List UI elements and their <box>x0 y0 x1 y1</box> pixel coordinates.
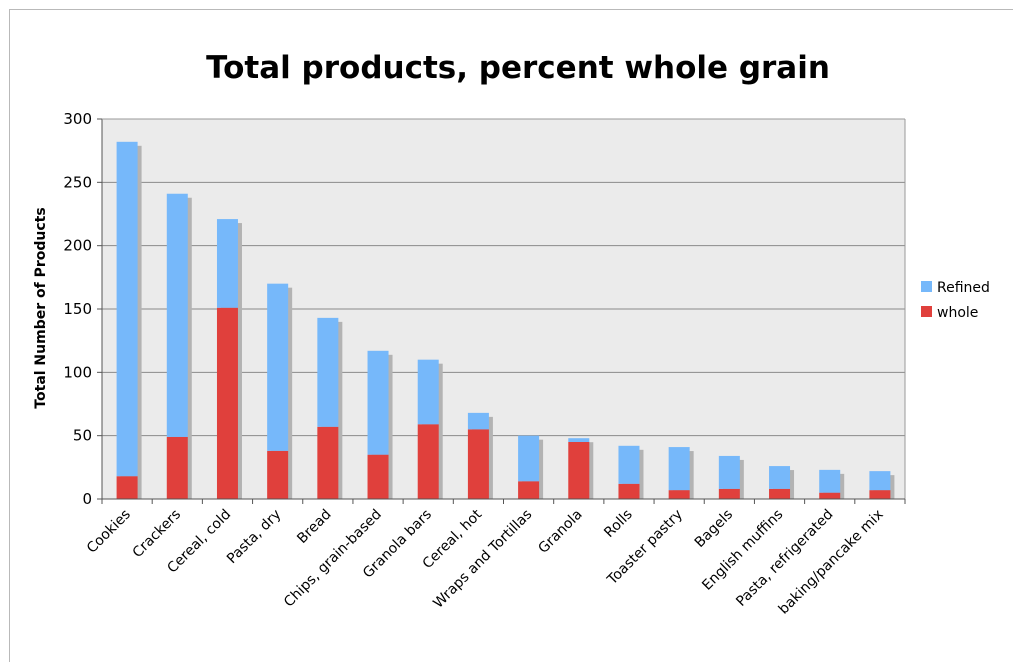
bar-refined <box>467 412 489 430</box>
bar-refined <box>769 466 791 489</box>
bar-whole <box>718 488 740 499</box>
x-tick-label: Chips, grain-based <box>281 507 385 611</box>
bar-whole <box>869 490 891 499</box>
chart-frame <box>9 9 1013 662</box>
legend-label-refined: Refined <box>937 280 990 296</box>
x-tick-label: Rolls <box>601 507 635 541</box>
y-tick-label: 250 <box>63 173 92 191</box>
bar-whole <box>467 429 489 499</box>
y-tick-label: 150 <box>63 300 92 318</box>
y-tick-label: 100 <box>63 363 92 381</box>
bar-whole <box>819 492 841 499</box>
chart-title: Total products, percent whole grain <box>206 50 830 86</box>
x-tick-label: Pasta, refrigerated <box>733 507 836 610</box>
bar-whole <box>769 488 791 499</box>
bar-refined <box>166 193 188 437</box>
bar-whole <box>317 426 339 499</box>
bar-whole <box>618 483 640 499</box>
bar-refined <box>417 359 439 425</box>
bar-refined <box>317 317 339 427</box>
y-tick-labels: 0 50 100 150 200 250 300 <box>63 110 92 508</box>
y-tick-label: 200 <box>63 237 92 255</box>
bar-refined <box>869 471 891 491</box>
x-tick-label: Pasta, dry <box>224 507 285 568</box>
bar-refined <box>267 283 289 451</box>
bar-whole <box>216 307 238 499</box>
legend-swatch-refined <box>921 281 932 292</box>
bar-whole <box>568 442 590 499</box>
bar-whole <box>116 476 138 499</box>
bars <box>116 141 895 500</box>
x-tick-label: Wraps and Tortillas <box>430 507 535 612</box>
bar-whole <box>518 481 540 499</box>
bar-refined <box>116 141 138 477</box>
y-tick-label: 300 <box>63 110 92 128</box>
bar-refined <box>819 469 841 493</box>
x-tick-label: Bread <box>294 507 334 547</box>
bar-refined <box>618 445 640 484</box>
bar-whole <box>417 424 439 499</box>
legend-label-whole: whole <box>937 305 978 321</box>
axes <box>101 118 906 504</box>
bar-refined <box>367 350 389 455</box>
legend: Refined whole <box>921 280 990 321</box>
x-tick-label: Granola <box>535 507 585 557</box>
bar-refined <box>216 219 238 308</box>
bar-whole <box>668 490 690 499</box>
legend-swatch-whole <box>921 306 932 317</box>
bar-whole <box>166 436 188 499</box>
x-tick-label: Cookies <box>84 507 134 557</box>
bar-refined <box>718 455 740 489</box>
x-tick-label: Bagels <box>692 507 736 551</box>
y-tick-label: 0 <box>82 490 92 508</box>
y-tick-label: 50 <box>73 427 92 445</box>
x-tick-label: baking/pancake mix <box>776 507 887 618</box>
bar-refined <box>568 438 590 442</box>
bar-whole <box>367 454 389 499</box>
bar-refined <box>668 447 690 491</box>
bar-refined <box>518 435 540 482</box>
bar-whole <box>267 450 289 499</box>
y-axis-label: Total Number of Products <box>33 207 49 408</box>
